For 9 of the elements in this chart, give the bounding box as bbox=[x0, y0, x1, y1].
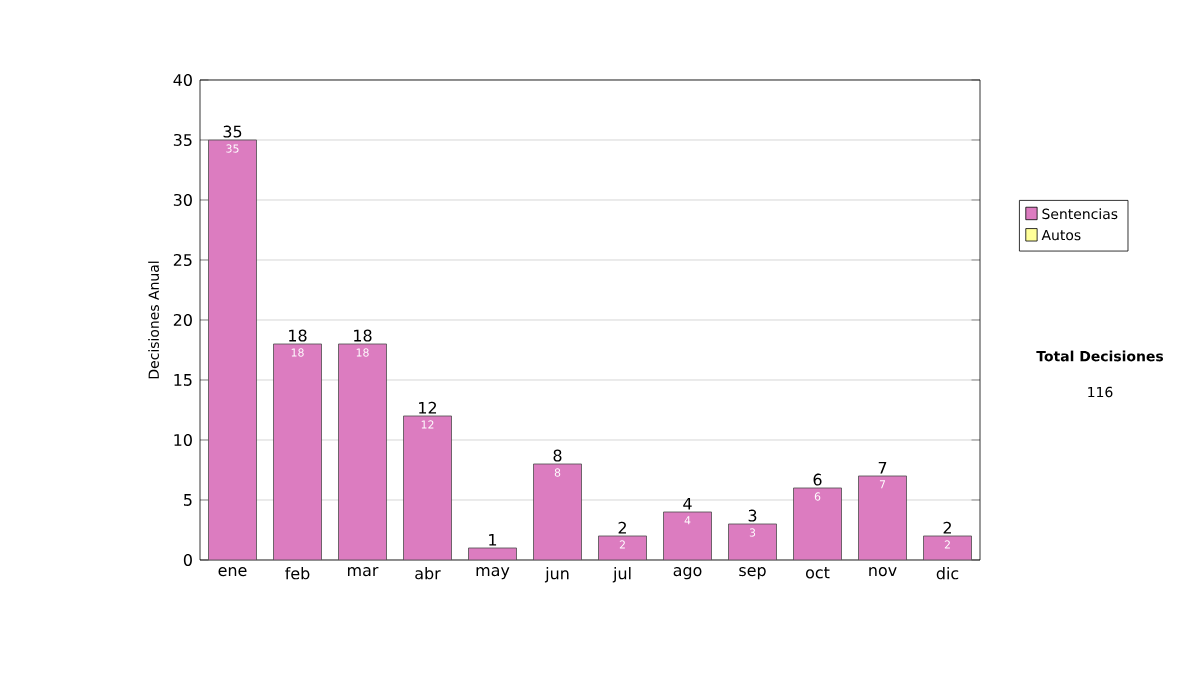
bar bbox=[533, 464, 582, 560]
bar bbox=[403, 416, 452, 560]
bar bbox=[208, 139, 257, 560]
bar bbox=[858, 476, 907, 560]
bar bbox=[728, 524, 777, 560]
bar bbox=[338, 343, 387, 560]
bar bbox=[663, 512, 712, 560]
bar bbox=[273, 343, 322, 560]
bar bbox=[793, 488, 842, 560]
